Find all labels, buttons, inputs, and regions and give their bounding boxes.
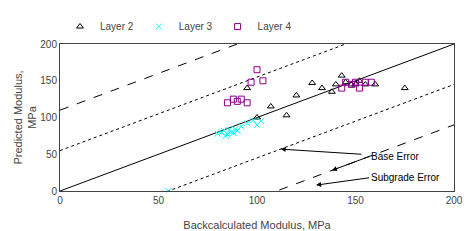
svg-text:100: 100 [249,195,266,206]
svg-text:0: 0 [51,186,57,197]
svg-text:Layer 3: Layer 3 [179,21,213,32]
svg-text:50: 50 [153,195,165,206]
svg-text:Predicted Modulus,MPa: Predicted Modulus,MPa [12,70,38,164]
svg-text:0: 0 [57,195,63,206]
svg-text:Layer 4: Layer 4 [258,21,292,32]
svg-text:200: 200 [446,195,463,206]
svg-text:100: 100 [40,112,57,123]
svg-text:150: 150 [347,195,364,206]
svg-text:150: 150 [40,75,57,86]
svg-text:Layer 2: Layer 2 [100,21,134,32]
svg-text:200: 200 [40,39,57,50]
svg-text:Base Error: Base Error [371,151,419,162]
svg-text:50: 50 [46,149,58,160]
svg-text:Subgrade Error: Subgrade Error [371,172,440,183]
svg-text:Backcalculated Modulus, MPa: Backcalculated Modulus, MPa [183,219,331,231]
